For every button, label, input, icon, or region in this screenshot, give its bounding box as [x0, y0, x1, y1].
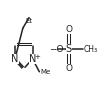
- Text: Me: Me: [40, 69, 50, 75]
- Text: S: S: [66, 44, 72, 54]
- Text: CH₃: CH₃: [84, 45, 98, 54]
- Text: O: O: [65, 64, 72, 73]
- Text: N: N: [11, 54, 19, 64]
- Text: −O: −O: [49, 45, 64, 54]
- Text: Et: Et: [25, 18, 33, 24]
- Text: N: N: [29, 54, 36, 64]
- Text: +: +: [34, 54, 40, 60]
- Text: O: O: [65, 25, 72, 34]
